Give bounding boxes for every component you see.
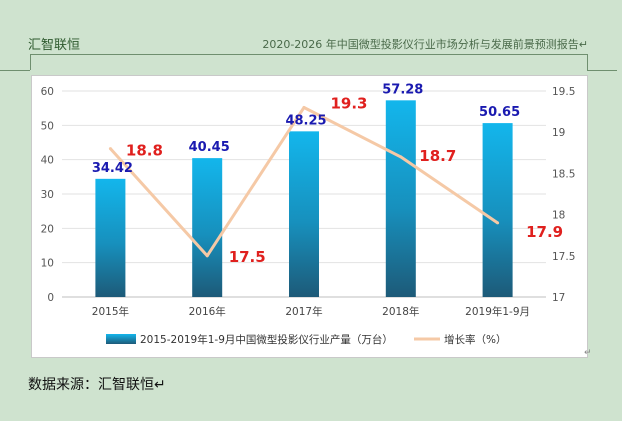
chart-svg: 34.42 40.45 48.25 57.28 50.65 18.8 17.5 19.3 18.… <box>41 82 576 346</box>
line-point <box>108 147 112 151</box>
x-tick-label: 2015年 <box>92 305 129 318</box>
y-right-tick-label: 18.5 <box>552 168 575 180</box>
label-layer: 34.42 40.45 48.25 57.28 50.65 18.8 17.5 19.3 18.… <box>92 82 563 265</box>
line-point <box>399 155 403 159</box>
line-value-label: 18.7 <box>419 147 456 165</box>
x-tick-label: 2018年 <box>382 305 419 318</box>
data-source-note: 数据来源：汇智联恒↵ <box>28 377 166 393</box>
header-rule-right <box>587 70 617 71</box>
bar-layer <box>95 100 513 297</box>
header-left-text: 汇智联恒 <box>28 38 81 53</box>
y-left-tick-label: 10 <box>41 258 54 270</box>
line-point <box>205 254 209 258</box>
legend-line-label: 增长率（%） <box>444 333 506 346</box>
bar <box>289 131 319 297</box>
bar-value-label: 57.28 <box>382 82 423 97</box>
line-layer <box>108 105 500 258</box>
line-point <box>302 105 306 109</box>
line-value-label: 18.8 <box>126 142 163 160</box>
legend-bar-label: 2015-2019年1-9月中国微型投影仪行业产量（万台） <box>140 333 393 346</box>
y-right-tick-label: 17.5 <box>552 251 575 263</box>
header-rule-left <box>0 70 30 71</box>
bar <box>192 158 223 297</box>
y-left-tick-label: 60 <box>41 86 54 98</box>
y-right-tick-label: 19 <box>552 127 565 139</box>
legend-bar-swatch <box>106 334 136 344</box>
header-right-text: 2020-2026 年中国微型投影仪行业市场分析与发展前景预测报告↵ <box>262 38 588 51</box>
y-left-tick-label: 20 <box>41 223 54 235</box>
x-tick-label: 2017年 <box>285 305 322 318</box>
line-value-label: 19.3 <box>330 94 367 112</box>
bar-value-label: 40.45 <box>189 140 230 155</box>
header-rule <box>30 54 588 55</box>
line-value-label: 17.5 <box>229 248 266 266</box>
y-left-tick-label: 0 <box>47 292 54 304</box>
line-point <box>496 221 500 225</box>
x-tick-label: 2019年1-9月 <box>465 305 530 318</box>
axis-layer: 0 10 20 30 40 50 60 17 17.5 18 18.5 19 19.5 2015年 2016… <box>41 86 576 318</box>
bar-value-label: 34.42 <box>92 161 133 176</box>
y-right-tick-label: 17 <box>552 292 565 304</box>
header-tick-right <box>587 54 588 70</box>
header-tick-left <box>30 54 31 70</box>
chart-frame: 34.42 40.45 48.25 57.28 50.65 18.8 17.5 19.3 18.… <box>31 75 588 358</box>
y-left-tick-label: 30 <box>41 189 54 201</box>
legend-layer: 2015-2019年1-9月中国微型投影仪行业产量（万台） 增长率（%） <box>106 333 506 346</box>
y-right-tick-label: 18 <box>552 210 565 222</box>
y-left-tick-label: 50 <box>41 120 54 132</box>
y-right-tick-label: 19.5 <box>552 86 575 98</box>
paragraph-mark: ↵ <box>584 348 592 358</box>
bar <box>482 123 513 297</box>
bar <box>95 178 126 297</box>
bar <box>385 100 416 297</box>
bar-value-label: 48.25 <box>285 113 326 128</box>
y-left-tick-label: 40 <box>41 155 54 167</box>
line-value-label: 17.9 <box>526 223 563 241</box>
bar-value-label: 50.65 <box>479 105 520 120</box>
x-tick-label: 2016年 <box>189 305 226 318</box>
